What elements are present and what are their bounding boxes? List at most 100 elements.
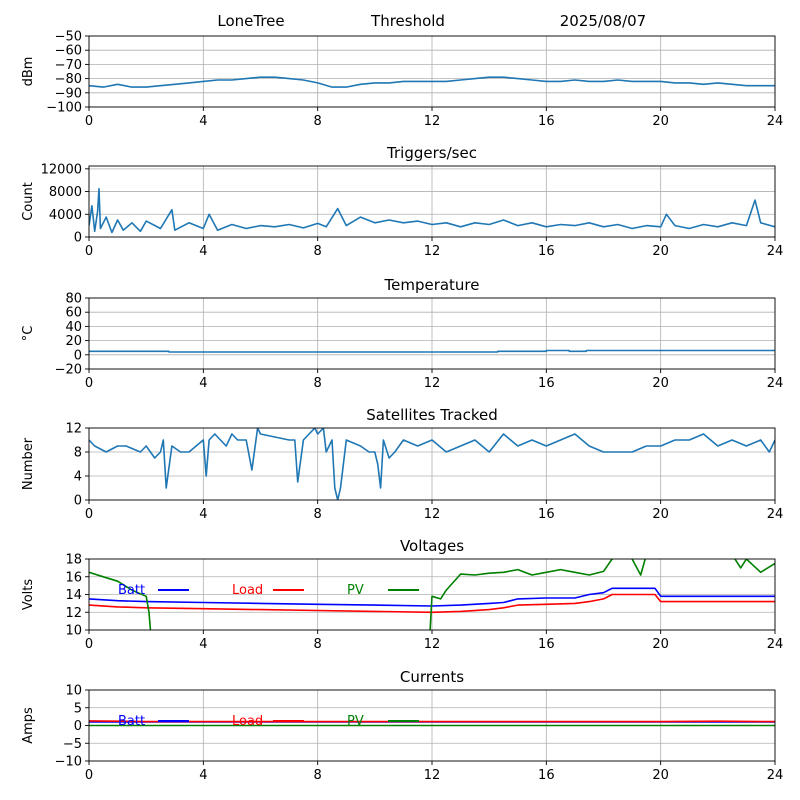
y-tick-label: 60	[65, 306, 82, 321]
y-tick-label: 4000	[49, 208, 82, 223]
panel-title: Triggers/sec	[386, 144, 477, 162]
series-line-0	[89, 349, 775, 353]
y-tick-label: 80	[65, 292, 82, 307]
series-line-pv	[89, 559, 775, 630]
x-tick-label: 0	[85, 637, 93, 652]
x-tick-label: 8	[314, 637, 322, 652]
x-tick-label: 4	[199, 768, 207, 783]
series-group	[89, 349, 775, 353]
x-tick-label: 20	[652, 637, 669, 652]
y-axis-label: °C	[21, 326, 36, 342]
x-tick-label: 16	[538, 376, 555, 391]
series-line-load	[89, 593, 775, 614]
y-tick-label: 0	[74, 719, 82, 734]
x-tick-label: 12	[424, 507, 441, 522]
y-axis-label: Number	[21, 437, 36, 490]
x-tick-label: 4	[199, 376, 207, 391]
x-tick-label: 8	[314, 768, 322, 783]
x-tick-label: 12	[424, 637, 441, 652]
y-tick-label: 8	[74, 446, 82, 461]
panel-title: Satellites Tracked	[366, 406, 497, 424]
y-tick-label: −70	[55, 58, 82, 73]
y-tick-label: 16	[65, 570, 82, 585]
x-tick-label: 0	[85, 768, 93, 783]
y-axis-label: Volts	[21, 579, 36, 611]
x-tick-label: 20	[652, 244, 669, 259]
panel-title: Currents	[400, 668, 464, 686]
chart-panel-3: 0 4 8 12 16 20 24 0 4 8 12 Satellites Tracked Number	[21, 406, 783, 522]
y-axis-label: dBm	[21, 57, 36, 87]
y-tick-label: −100	[46, 101, 82, 116]
y-tick-label: −20	[55, 363, 82, 378]
y-tick-label: 10	[65, 684, 82, 699]
y-tick-label: 18	[65, 553, 82, 568]
y-tick-label: 20	[65, 334, 82, 349]
y-tick-label: −5	[63, 737, 82, 752]
series-line-0	[89, 428, 775, 500]
x-tick-label: 12	[424, 114, 441, 129]
y-tick-label: 12	[65, 606, 82, 621]
series-line-load	[89, 720, 775, 723]
y-tick-label: −60	[55, 44, 82, 59]
x-tick-label: 24	[767, 768, 784, 783]
series-line-batt	[89, 587, 775, 607]
y-tick-label: −50	[55, 30, 82, 45]
header-date: 2025/08/07	[560, 12, 646, 30]
x-tick-label: 24	[767, 507, 784, 522]
x-tick-label: 0	[85, 376, 93, 391]
x-tick-label: 20	[652, 114, 669, 129]
legend-label-batt: Batt	[118, 714, 145, 729]
panel-title: Voltages	[400, 537, 464, 555]
x-tick-label: 4	[199, 637, 207, 652]
y-tick-label: 12	[65, 422, 82, 437]
x-tick-label: 16	[538, 637, 555, 652]
y-tick-label: 8000	[49, 185, 82, 200]
y-tick-label: 5	[74, 701, 82, 716]
y-tick-label: 10	[65, 624, 82, 639]
x-tick-label: 12	[424, 376, 441, 391]
header-station: LoneTree	[217, 12, 284, 30]
y-tick-label: 12000	[41, 162, 82, 177]
x-tick-label: 4	[199, 114, 207, 129]
legend-label-pv: PV	[347, 714, 364, 729]
y-tick-label: 0	[74, 348, 82, 363]
x-tick-label: 16	[538, 507, 555, 522]
y-tick-label: 14	[65, 588, 82, 603]
x-tick-label: 16	[538, 768, 555, 783]
series-group	[89, 428, 775, 500]
series-group	[89, 720, 775, 727]
header-mode: Threshold	[370, 12, 445, 30]
panel-title: Temperature	[383, 276, 479, 294]
chart-panel-1: 0 4 8 12 16 20 24 0 4000 8000 12000 Triggers/sec Cou…	[21, 144, 783, 259]
x-tick-label: 0	[85, 244, 93, 259]
y-tick-label: 0	[74, 231, 82, 246]
x-tick-label: 24	[767, 637, 784, 652]
series-line-0	[89, 76, 775, 88]
x-tick-label: 24	[767, 244, 784, 259]
y-tick-label: 0	[74, 494, 82, 509]
x-tick-label: 24	[767, 114, 784, 129]
y-tick-label: −90	[55, 86, 82, 101]
series-group	[89, 187, 775, 234]
x-tick-label: 12	[424, 768, 441, 783]
legend-label-load: Load	[232, 714, 263, 729]
x-tick-label: 8	[314, 507, 322, 522]
x-tick-label: 8	[314, 244, 322, 259]
series-line-0	[89, 187, 775, 234]
y-tick-label: 40	[65, 320, 82, 335]
y-tick-label: 4	[74, 470, 82, 485]
chart-panel-5: 0 4 8 12 16 20 24 −10 −5 0 5 10 Currents Amps Batt Load…	[21, 668, 783, 783]
x-tick-label: 8	[314, 114, 322, 129]
x-tick-label: 0	[85, 507, 93, 522]
x-tick-label: 4	[199, 507, 207, 522]
x-tick-label: 16	[538, 114, 555, 129]
series-group	[89, 76, 775, 88]
x-tick-label: 12	[424, 244, 441, 259]
x-tick-label: 20	[652, 768, 669, 783]
y-axis-label: Amps	[21, 707, 36, 744]
x-tick-label: 0	[85, 114, 93, 129]
y-tick-label: −80	[55, 72, 82, 87]
